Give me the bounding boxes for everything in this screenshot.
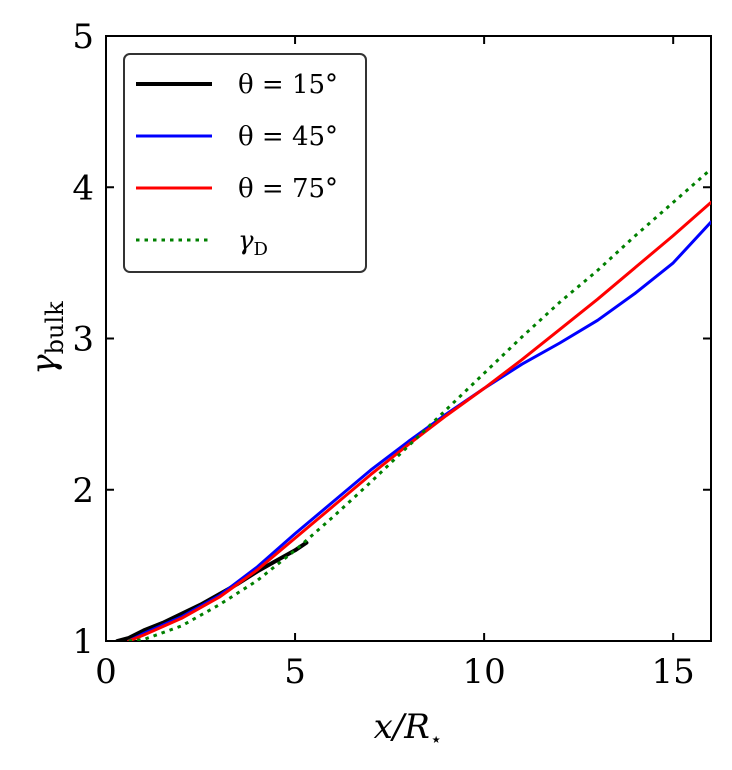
- series-line-1: [115, 540, 309, 641]
- y-tick-label: 2: [72, 471, 94, 511]
- legend-items: θ = 15° θ = 45° θ = 75° γD: [136, 70, 338, 260]
- x-tick-label: 5: [284, 652, 306, 692]
- x-tick-label: 10: [462, 652, 505, 692]
- axis-ticks: [105, 35, 711, 642]
- legend-label-3: θ = 75°: [238, 174, 338, 204]
- x-tick-label: 0: [95, 652, 117, 692]
- y-tick-label: 3: [72, 320, 94, 360]
- legend-box: [123, 53, 367, 273]
- series-line-3: [127, 200, 711, 641]
- x-tick-label: 15: [652, 652, 695, 692]
- legend-label-1: θ = 15°: [238, 70, 338, 100]
- legend-label-4: γD: [238, 226, 268, 260]
- series-line-2: [127, 220, 711, 641]
- y-tick-label: 5: [72, 17, 94, 57]
- legend: θ = 15° θ = 45° θ = 75° γD: [123, 53, 367, 273]
- legend-label-2: θ = 45°: [238, 122, 338, 152]
- series-line-4: [128, 167, 711, 641]
- y-tick-label: 4: [72, 168, 94, 208]
- y-tick-label: 1: [72, 622, 94, 662]
- y-axis-label: γbulk: [24, 301, 69, 375]
- tick-labels: 0 5 10 15 1 2 3 4 5: [72, 17, 694, 692]
- x-axis-label: x/R⋆: [374, 707, 443, 751]
- series-layer: [115, 167, 711, 641]
